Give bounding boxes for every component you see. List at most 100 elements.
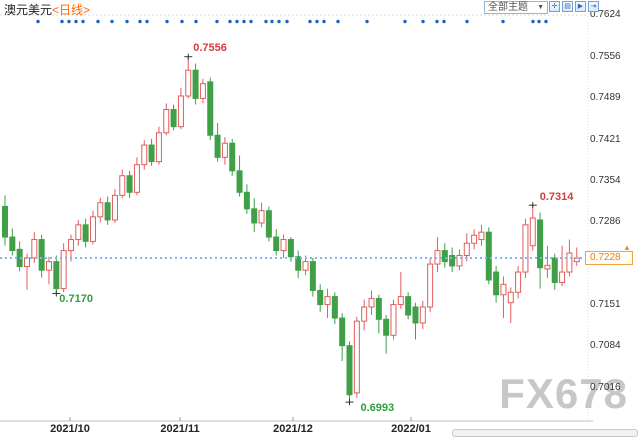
- candle-body: [258, 210, 265, 224]
- candle-body: [544, 264, 551, 270]
- event-marker-dot[interactable]: [365, 19, 369, 24]
- event-marker-dot[interactable]: [421, 19, 425, 24]
- candle-body: [339, 317, 346, 347]
- event-marker-dot[interactable]: [465, 19, 469, 24]
- event-marker-dot[interactable]: [242, 19, 246, 24]
- price-up-arrow-icon: ▲: [623, 243, 631, 252]
- chevron-down-icon: ▼: [537, 4, 544, 11]
- candle-body: [141, 144, 148, 166]
- event-marker-dot[interactable]: [36, 19, 40, 24]
- event-marker-dot[interactable]: [403, 19, 407, 24]
- candle-body: [397, 296, 404, 306]
- grid-view-icon[interactable]: ▤: [562, 1, 573, 12]
- event-marker-dot[interactable]: [235, 19, 239, 24]
- candle-body: [375, 297, 382, 320]
- candle-body: [126, 175, 133, 193]
- event-marker-dot[interactable]: [336, 19, 340, 24]
- candle-body: [441, 250, 448, 263]
- price-axis-label: 0.7084: [590, 340, 621, 352]
- time-axis-label: 2021/11: [160, 423, 200, 435]
- candle-body: [133, 164, 140, 193]
- candle-body: [236, 170, 243, 193]
- candle-body: [449, 254, 456, 267]
- candle-body: [89, 216, 96, 242]
- event-marker-dot[interactable]: [264, 19, 268, 24]
- export-icon[interactable]: ⇥: [588, 1, 599, 12]
- candle-body: [324, 296, 331, 306]
- event-marker-dot[interactable]: [315, 19, 319, 24]
- candle-body: [493, 271, 500, 296]
- candle-body: [551, 257, 558, 283]
- candle-body: [82, 224, 89, 242]
- event-marker-dot[interactable]: [501, 19, 505, 24]
- event-marker-dot[interactable]: [145, 19, 149, 24]
- event-marker-dot[interactable]: [138, 19, 142, 24]
- candle-body: [53, 261, 60, 290]
- event-marker-dot[interactable]: [285, 19, 289, 24]
- event-marker-dot[interactable]: [308, 19, 312, 24]
- instrument-title: 澳元美元<日线>: [4, 1, 90, 18]
- event-marker-dot[interactable]: [125, 19, 129, 24]
- event-marker-dot[interactable]: [249, 19, 253, 24]
- horizontal-scrollbar[interactable]: [452, 429, 638, 437]
- candle-body: [427, 263, 434, 308]
- event-marker-dot[interactable]: [270, 19, 274, 24]
- candle-body: [331, 296, 338, 319]
- candle-body: [346, 345, 353, 396]
- event-marker-dot[interactable]: [228, 19, 232, 24]
- candle-body: [38, 239, 45, 271]
- candle-body: [515, 271, 522, 293]
- event-marker-dot[interactable]: [277, 19, 281, 24]
- candle-body: [412, 306, 419, 324]
- candle-body: [97, 202, 104, 218]
- event-marker-dot[interactable]: [322, 19, 326, 24]
- price-axis-label: 0.7421: [590, 133, 621, 145]
- candle-body: [309, 261, 316, 291]
- candle-body: [221, 142, 228, 158]
- candle-body: [522, 224, 529, 273]
- candle-body: [45, 261, 52, 271]
- candle-body: [163, 108, 170, 134]
- candle-body: [559, 271, 566, 283]
- time-axis-label: 2021/10: [50, 423, 90, 435]
- candle-body: [529, 217, 536, 247]
- event-marker-dot[interactable]: [110, 19, 114, 24]
- event-marker-dot[interactable]: [531, 19, 535, 24]
- candle-body: [31, 239, 38, 259]
- candle-body: [390, 304, 397, 336]
- candle-body: [471, 234, 478, 244]
- candle-body: [148, 144, 155, 163]
- event-marker-dot[interactable]: [81, 19, 85, 24]
- event-marker-dot[interactable]: [74, 19, 78, 24]
- event-marker-dot[interactable]: [180, 19, 184, 24]
- event-marker-dot[interactable]: [194, 19, 198, 24]
- play-icon[interactable]: ▶: [575, 1, 586, 12]
- candle-body: [119, 175, 126, 196]
- event-marker-dot[interactable]: [60, 19, 64, 24]
- event-marker-dot[interactable]: [215, 19, 219, 24]
- candle-body: [67, 239, 74, 252]
- event-marker-dot[interactable]: [442, 19, 446, 24]
- candle-body: [273, 236, 280, 252]
- candle-body: [192, 69, 199, 99]
- price-axis-label: 0.7151: [590, 299, 621, 311]
- time-axis-label: 2021/12: [273, 423, 313, 435]
- event-marker-dot[interactable]: [537, 19, 541, 24]
- event-marker-dot[interactable]: [435, 19, 439, 24]
- price-axis-label: 0.7286: [590, 216, 621, 228]
- theme-selector-label: 全部主题: [488, 2, 528, 13]
- event-marker-dot[interactable]: [96, 19, 100, 24]
- candle-body: [23, 257, 30, 268]
- theme-selector-dropdown[interactable]: 全部主题 ▼: [484, 1, 548, 14]
- event-marker-dot[interactable]: [165, 19, 169, 24]
- fx678-watermark: FX678: [499, 370, 628, 417]
- event-marker-dot[interactable]: [544, 19, 548, 24]
- candle-body: [170, 108, 177, 128]
- low-price-annotation: 0.6993: [360, 402, 395, 415]
- price-axis-label: 0.7556: [590, 50, 621, 62]
- candle-body: [485, 231, 492, 281]
- crosshair-tool-icon[interactable]: ✛: [549, 1, 560, 12]
- event-marker-dot[interactable]: [67, 19, 71, 24]
